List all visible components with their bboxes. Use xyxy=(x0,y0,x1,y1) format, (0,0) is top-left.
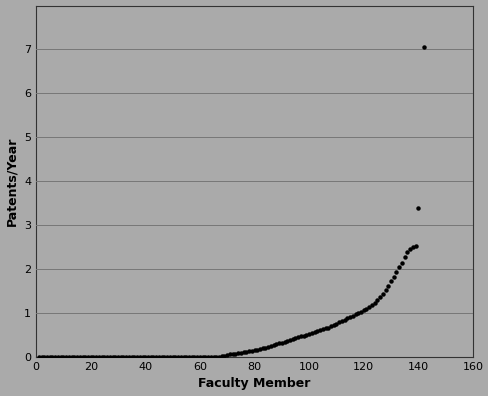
Y-axis label: Patents/Year: Patents/Year xyxy=(5,137,19,226)
X-axis label: Faculty Member: Faculty Member xyxy=(198,377,310,390)
